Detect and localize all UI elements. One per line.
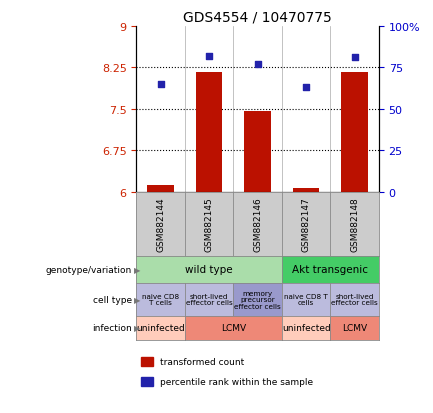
Text: GSM882148: GSM882148 bbox=[350, 197, 359, 252]
Text: wild type: wild type bbox=[185, 264, 233, 275]
Text: Akt transgenic: Akt transgenic bbox=[292, 264, 368, 275]
Text: GSM882144: GSM882144 bbox=[156, 197, 165, 251]
Text: naive CD8
T cells: naive CD8 T cells bbox=[142, 293, 179, 306]
Text: GSM882146: GSM882146 bbox=[253, 197, 262, 252]
Text: LCMV: LCMV bbox=[221, 323, 246, 332]
Text: short-lived
effector cells: short-lived effector cells bbox=[186, 293, 233, 306]
Text: infection: infection bbox=[92, 323, 132, 332]
Title: GDS4554 / 10470775: GDS4554 / 10470775 bbox=[183, 10, 332, 24]
Text: LCMV: LCMV bbox=[342, 323, 367, 332]
Text: transformed count: transformed count bbox=[160, 357, 245, 366]
Text: percentile rank within the sample: percentile rank within the sample bbox=[160, 377, 313, 386]
Point bbox=[303, 85, 310, 91]
Point bbox=[157, 81, 164, 88]
Bar bbox=[244, 112, 271, 192]
Bar bbox=[147, 185, 174, 192]
Bar bbox=[341, 73, 368, 192]
Text: ▶: ▶ bbox=[134, 323, 141, 332]
Text: uninfected: uninfected bbox=[282, 323, 330, 332]
Text: memory
precursor
effector cells: memory precursor effector cells bbox=[234, 290, 281, 309]
Text: GSM882145: GSM882145 bbox=[205, 197, 213, 252]
Text: naive CD8 T
cells: naive CD8 T cells bbox=[284, 293, 328, 306]
Point bbox=[351, 55, 358, 62]
Text: ▶: ▶ bbox=[134, 295, 141, 304]
Bar bbox=[293, 188, 320, 192]
Bar bbox=[196, 73, 223, 192]
Text: ▶: ▶ bbox=[134, 265, 141, 274]
Text: GSM882147: GSM882147 bbox=[302, 197, 310, 252]
Text: short-lived
effector cells: short-lived effector cells bbox=[331, 293, 378, 306]
Text: cell type: cell type bbox=[93, 295, 132, 304]
Text: uninfected: uninfected bbox=[136, 323, 185, 332]
Point bbox=[206, 53, 213, 60]
Text: genotype/variation: genotype/variation bbox=[46, 265, 132, 274]
Point bbox=[254, 62, 261, 68]
